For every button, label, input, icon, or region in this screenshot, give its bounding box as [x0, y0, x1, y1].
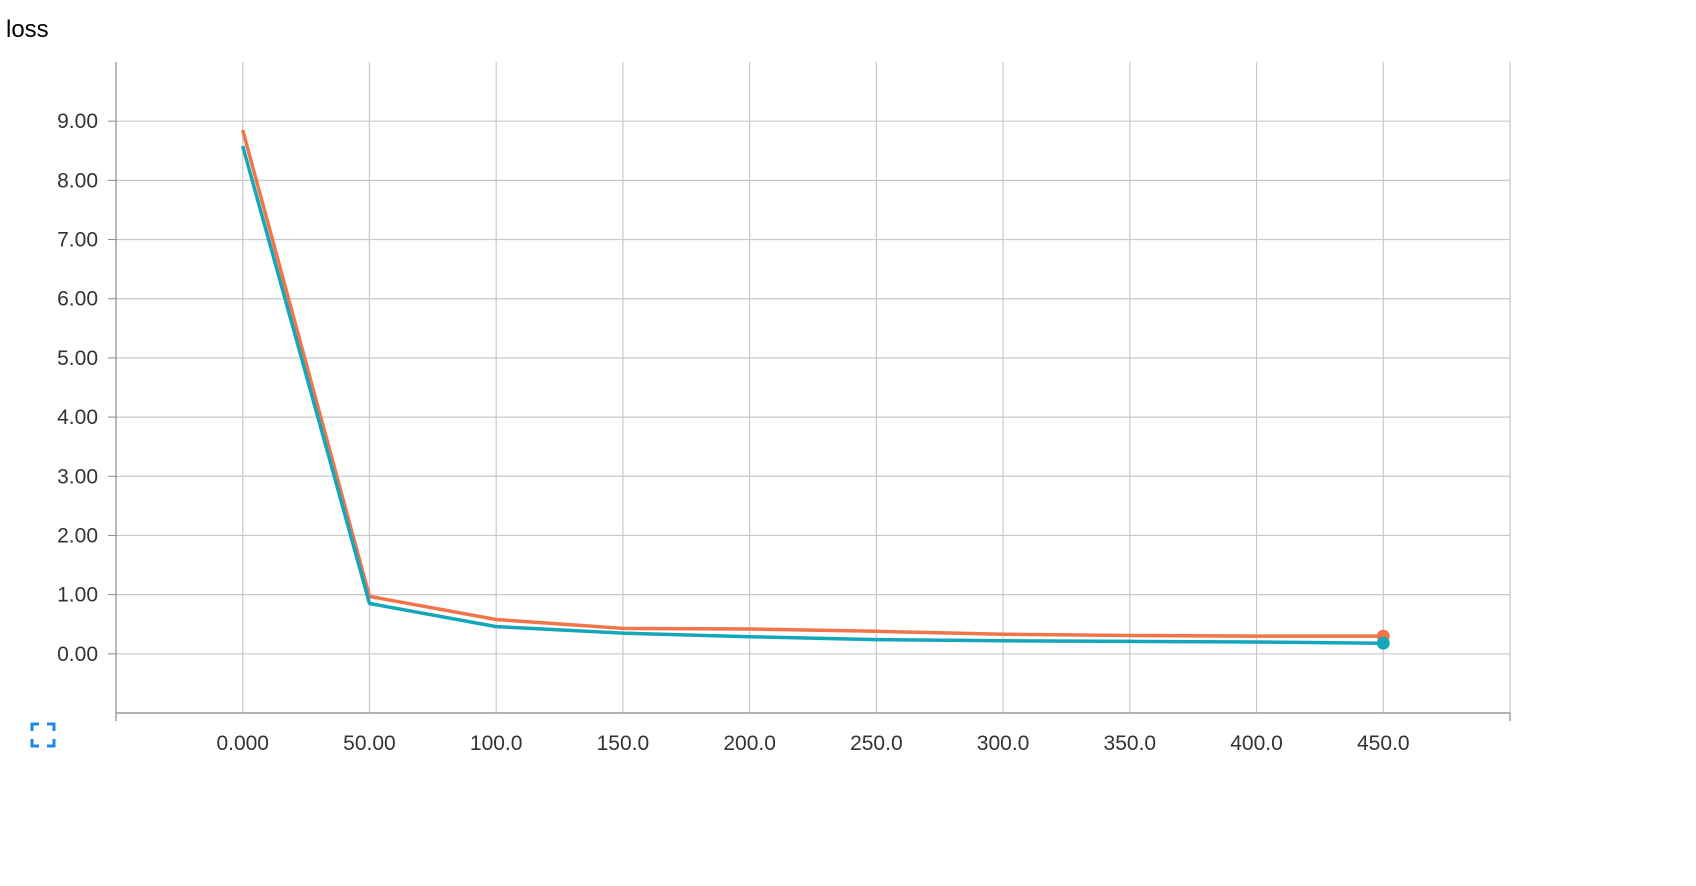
- y-tick-label: 5.00: [57, 347, 98, 370]
- x-tick-label: 350.0: [1104, 732, 1157, 755]
- series-line-1: [241, 129, 1384, 638]
- y-tick-label: 0.00: [57, 643, 98, 666]
- y-tick-label: 6.00: [57, 288, 98, 311]
- y-tick-label: 1.00: [57, 584, 98, 607]
- x-tick-label: 50.00: [343, 732, 396, 755]
- y-tick-label: 7.00: [57, 229, 98, 252]
- y-axis-ticks: 0.00 1.00 2.00 3.00 4.00 5.00 6.00 7.00 8.00 9.00: [57, 110, 116, 666]
- x-tick-label: 200.0: [723, 732, 776, 755]
- grid: [116, 62, 1511, 713]
- y-tick-label: 3.00: [57, 465, 98, 488]
- series-lines: [241, 129, 1390, 650]
- x-tick-label: 100.0: [470, 732, 523, 755]
- x-tick-label: 450.0: [1357, 732, 1410, 755]
- series-end-point-2: [1376, 636, 1390, 650]
- chart-title: loss: [6, 16, 49, 43]
- x-tick-label: 0.000: [216, 732, 269, 755]
- x-tick-label: 400.0: [1230, 732, 1283, 755]
- series-line-2: [241, 145, 1384, 645]
- x-tick-label: 250.0: [850, 732, 903, 755]
- x-axis-ticks: 0.000 50.00 100.0 150.0 200.0 250.0 300.0 350.0…: [216, 732, 1409, 755]
- y-tick-label: 2.00: [57, 524, 98, 547]
- expand-chart-button[interactable]: [30, 722, 56, 748]
- y-tick-label: 8.00: [57, 169, 98, 192]
- x-tick-label: 150.0: [597, 732, 650, 755]
- x-tick-label: 300.0: [977, 732, 1030, 755]
- y-tick-label: 4.00: [57, 406, 98, 429]
- expand-icon: [30, 722, 56, 748]
- axes: [115, 62, 1511, 721]
- y-tick-label: 9.00: [57, 110, 98, 133]
